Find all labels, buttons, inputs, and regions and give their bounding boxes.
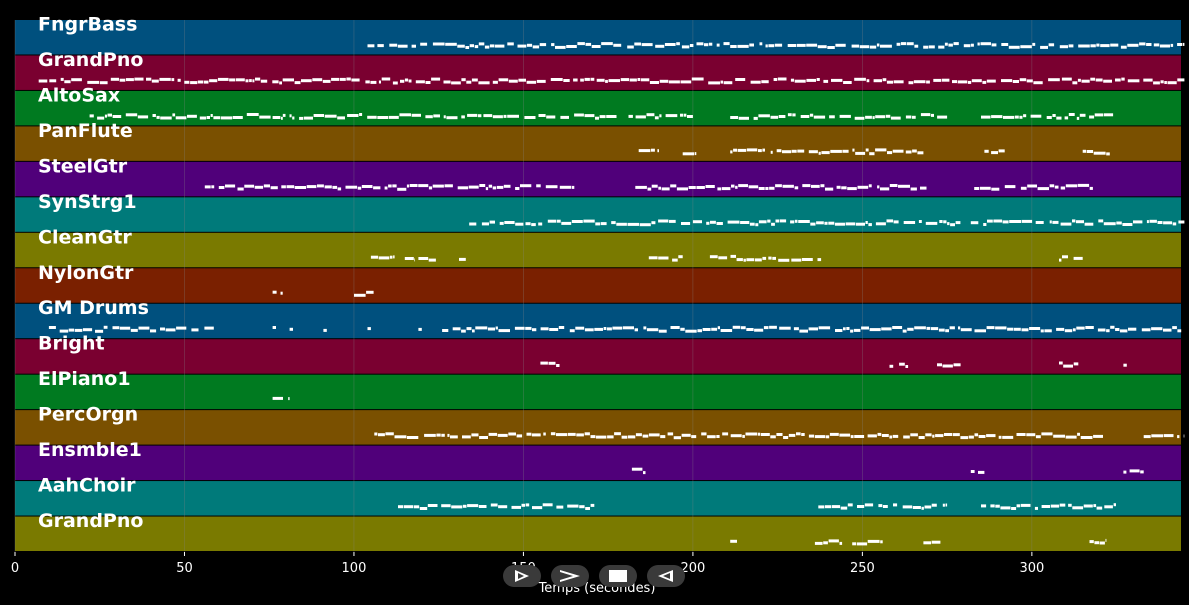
note-run <box>974 183 1093 191</box>
note-run <box>323 328 327 332</box>
note-run <box>818 503 948 510</box>
track-band <box>15 20 1181 55</box>
track-label: AahChoir <box>38 475 136 497</box>
note-run <box>1059 255 1083 262</box>
note-run <box>730 113 948 120</box>
note-run <box>628 113 693 120</box>
note-run <box>459 257 466 261</box>
track-band <box>15 268 1181 303</box>
track-band <box>15 197 1181 232</box>
note-run <box>282 113 617 120</box>
note-run <box>1143 434 1185 439</box>
note-run <box>367 327 371 331</box>
track-band <box>15 410 1181 445</box>
track-label: CleanGtr <box>38 226 132 248</box>
note-run <box>923 540 941 545</box>
track-label: NylonGtr <box>38 262 134 284</box>
note-run <box>38 77 1185 85</box>
note-run <box>852 539 883 546</box>
note-run <box>970 470 985 474</box>
playback-controls <box>503 565 693 587</box>
note-run <box>814 539 843 545</box>
track-band <box>15 232 1181 268</box>
play-icon <box>515 570 529 582</box>
note-run <box>354 290 374 297</box>
note-run <box>1059 361 1079 368</box>
note-run <box>970 219 1185 226</box>
note-run <box>418 257 436 262</box>
track-band <box>15 481 1181 516</box>
note-run <box>418 327 422 331</box>
track-band <box>15 516 1181 551</box>
track-label: PanFlute <box>38 120 133 142</box>
note-run <box>469 219 961 227</box>
note-run <box>709 254 822 262</box>
note-run <box>638 148 659 153</box>
note-run <box>730 148 924 156</box>
forward-button[interactable] <box>551 565 589 587</box>
note-run <box>272 326 276 329</box>
back-button[interactable] <box>647 565 685 587</box>
track-label: SynStrg1 <box>38 191 137 213</box>
track-label: SteelGtr <box>38 155 128 177</box>
stop-icon <box>609 570 627 582</box>
track-band <box>15 55 1181 90</box>
note-run <box>367 42 1185 49</box>
track-band <box>15 303 1181 339</box>
note-run <box>48 325 214 333</box>
note-run <box>635 184 927 191</box>
note-run <box>204 184 575 191</box>
note-run <box>374 432 1103 440</box>
note-run <box>631 467 646 475</box>
forward-icon <box>560 570 580 582</box>
track-band <box>15 339 1181 374</box>
note-run <box>289 327 293 331</box>
note-run <box>1089 538 1107 545</box>
track-band <box>15 126 1181 161</box>
note-run <box>648 255 683 262</box>
note-run <box>404 257 415 262</box>
note-run <box>682 152 697 156</box>
track-label: Ensmble1 <box>38 439 142 461</box>
track-label: Bright <box>38 333 105 355</box>
note-run <box>540 361 560 367</box>
x-tick-label: 0 <box>11 561 19 576</box>
note-run <box>370 255 395 260</box>
play-button[interactable] <box>503 565 541 587</box>
track-label: PercOrgn <box>38 404 138 426</box>
track-label: GM Drums <box>38 297 149 319</box>
stop-button[interactable] <box>599 565 637 587</box>
note-run <box>1123 469 1144 474</box>
track-band <box>15 90 1181 126</box>
back-icon <box>658 570 673 582</box>
note-run <box>889 362 909 368</box>
note-run <box>1082 149 1110 156</box>
note-run <box>89 113 283 120</box>
track-label: AltoSax <box>38 84 120 106</box>
x-tick-label: 100 <box>342 561 367 576</box>
note-run <box>398 503 595 510</box>
x-tick-label: 250 <box>850 561 875 576</box>
note-run <box>984 149 1005 155</box>
note-run <box>1123 363 1127 367</box>
x-tick-label: 300 <box>1019 561 1044 576</box>
note-run <box>730 539 737 543</box>
track-label: FngrBass <box>38 14 137 36</box>
track-label: GrandPno <box>38 510 143 532</box>
track-band <box>15 374 1181 410</box>
track-label: GrandPno <box>38 49 143 71</box>
track-band <box>15 445 1181 481</box>
note-run <box>981 503 1116 510</box>
note-run <box>981 113 1114 120</box>
x-tick-label: 200 <box>680 561 705 576</box>
x-tick-label: 50 <box>176 561 193 576</box>
track-label: ElPiano1 <box>38 368 131 390</box>
note-run <box>937 363 961 368</box>
track-band <box>15 161 1181 197</box>
note-run <box>272 396 290 401</box>
note-run <box>442 325 1182 333</box>
note-run <box>272 290 283 295</box>
